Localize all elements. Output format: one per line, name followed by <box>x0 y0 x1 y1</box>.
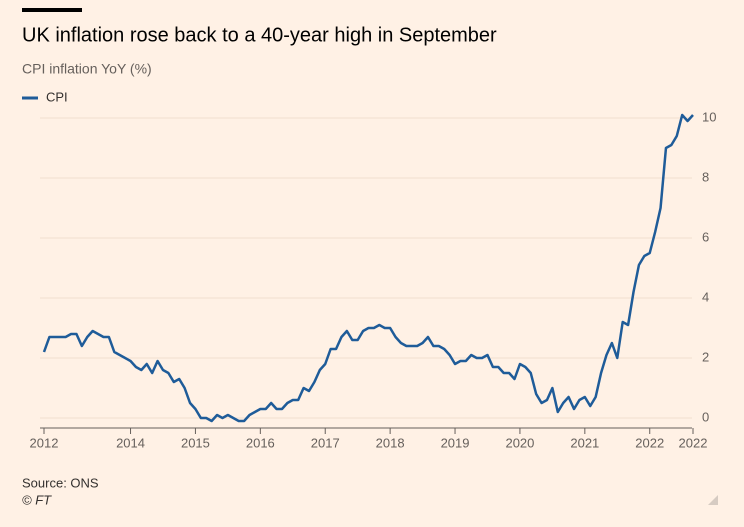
legend-label: CPI <box>46 89 68 104</box>
series-line <box>42 113 694 423</box>
y-tick-label: 10 <box>702 109 716 124</box>
x-tick-label: 2016 <box>246 435 275 450</box>
chart-title: UK inflation rose back to a 40-year high… <box>22 24 497 46</box>
x-tick-label: 2021 <box>570 435 599 450</box>
y-tick-label: 0 <box>702 409 709 424</box>
x-tick-label: 2012 <box>30 435 59 450</box>
copyright: © FT <box>22 492 52 507</box>
x-tick-label: 2020 <box>505 435 534 450</box>
y-tick-label: 4 <box>702 289 709 304</box>
y-tick-label: 6 <box>702 229 709 244</box>
source: Source: ONS <box>22 475 99 490</box>
x-tick-label: 2022 <box>635 435 664 450</box>
x-tick-label: 2015 <box>181 435 210 450</box>
brand-bar <box>22 8 82 12</box>
x-tick-label: 2018 <box>376 435 405 450</box>
chart-subtitle: CPI inflation YoY (%) <box>22 61 152 77</box>
y-tick-label: 8 <box>702 169 709 184</box>
x-tick-label: 2022 <box>679 435 708 450</box>
x-tick-label: 2017 <box>311 435 340 450</box>
x-tick-label: 2014 <box>116 435 145 450</box>
x-tick-label: 2019 <box>441 435 470 450</box>
resize-icon <box>708 495 718 505</box>
y-tick-label: 2 <box>702 349 709 364</box>
